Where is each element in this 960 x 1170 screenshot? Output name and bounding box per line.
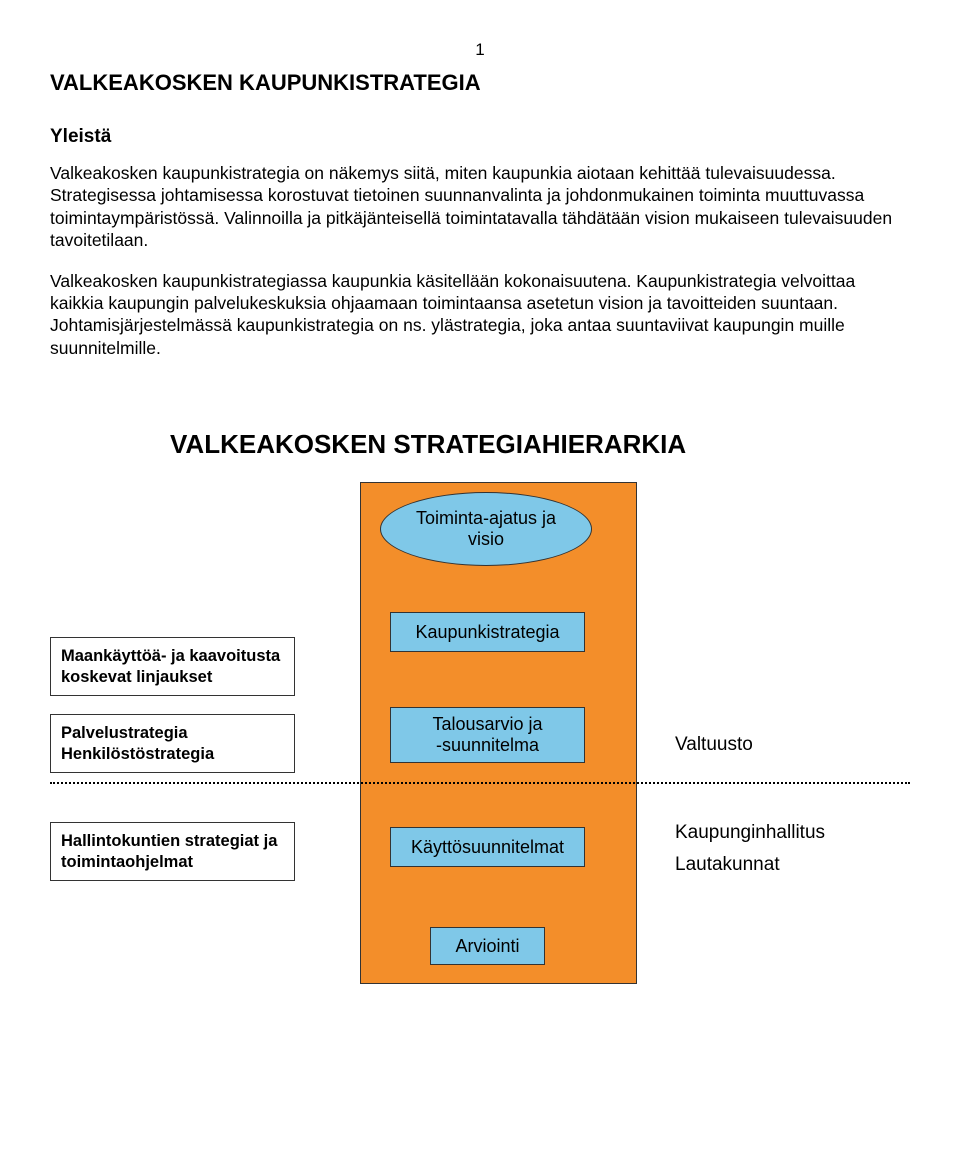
- right-label-valtuusto: Valtuusto: [675, 734, 753, 756]
- paragraph-2: Valkeakosken kaupunkistrategiassa kaupun…: [50, 270, 910, 360]
- node-label: Arviointi: [455, 936, 519, 957]
- left-box-hallintokunnat: Hallintokuntien strategiat ja toimintaoh…: [50, 822, 295, 881]
- document-title: VALKEAKOSKEN KAUPUNKISTRATEGIA: [50, 70, 910, 96]
- vision-ellipse-label: Toiminta-ajatus javisio: [416, 508, 556, 551]
- right-label-kaupunginhallitus: Kaupunginhallitus: [675, 822, 825, 844]
- strategy-hierarchy-diagram: Toiminta-ajatus javisio Kaupunkistrategi…: [50, 482, 910, 982]
- right-label-lautakunnat: Lautakunnat: [675, 854, 780, 876]
- left-box-maankaytto: Maankäyttöä- ja kaavoitusta koskevat lin…: [50, 637, 295, 696]
- vision-ellipse: Toiminta-ajatus javisio: [380, 492, 592, 566]
- node-label: Käyttösuunnitelmat: [411, 837, 564, 858]
- node-talousarvio: Talousarvio ja-suunnitelma: [390, 707, 585, 763]
- left-box-line2: Henkilöstöstrategia: [61, 745, 214, 763]
- node-label: Kaupunkistrategia: [415, 622, 559, 643]
- paragraph-1: Valkeakosken kaupunkistrategia on näkemy…: [50, 162, 910, 252]
- left-box-line2: koskevat linjaukset: [61, 668, 212, 686]
- node-kayttosuunnitelmat: Käyttösuunnitelmat: [390, 827, 585, 867]
- page-number: 1: [50, 40, 910, 60]
- left-box-line1: Palvelustrategia: [61, 724, 188, 742]
- left-box-palvelustrategia: Palvelustrategia Henkilöstöstrategia: [50, 714, 295, 773]
- left-box-line1: Hallintokuntien strategiat ja: [61, 832, 277, 850]
- dotted-separator: [50, 782, 910, 784]
- left-box-line2: toimintaohjelmat: [61, 853, 193, 871]
- left-box-line1: Maankäyttöä- ja kaavoitusta: [61, 647, 280, 665]
- node-label: Talousarvio ja-suunnitelma: [432, 714, 542, 756]
- node-kaupunkistrategia: Kaupunkistrategia: [390, 612, 585, 652]
- node-arviointi: Arviointi: [430, 927, 545, 965]
- diagram-title: VALKEAKOSKEN STRATEGIAHIERARKIA: [170, 429, 910, 460]
- section-subtitle: Yleistä: [50, 126, 910, 148]
